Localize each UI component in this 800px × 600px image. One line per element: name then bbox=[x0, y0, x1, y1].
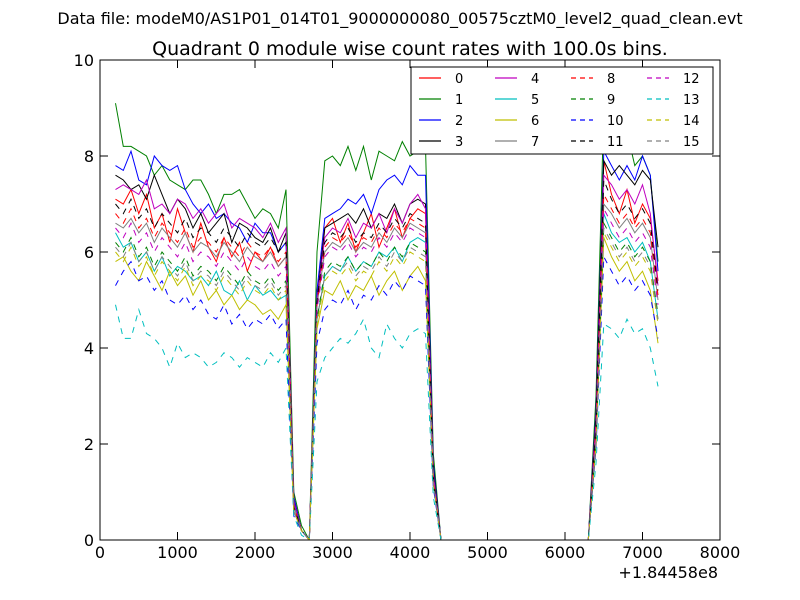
legend-item-15: 15 bbox=[647, 135, 700, 150]
y-tick-label: 10 bbox=[74, 51, 94, 70]
x-tick-label: 2000 bbox=[235, 543, 276, 562]
legend-label: 12 bbox=[683, 72, 700, 87]
legend-item-4: 4 bbox=[495, 72, 539, 87]
legend-label: 7 bbox=[531, 135, 539, 150]
series-line-14 bbox=[115, 230, 659, 540]
legend-box bbox=[410, 66, 714, 155]
legend-item-6: 6 bbox=[495, 114, 539, 129]
legend-label: 1 bbox=[455, 93, 463, 108]
y-tick-label: 0 bbox=[84, 531, 94, 550]
legend-label: 10 bbox=[607, 114, 624, 129]
legend-item-8: 8 bbox=[571, 72, 615, 87]
x-offset-label: +1.84458e8 bbox=[618, 563, 718, 582]
legend-label: 9 bbox=[607, 93, 615, 108]
series-layer bbox=[115, 103, 659, 540]
series-line-0 bbox=[115, 160, 659, 540]
x-tick-label: 6000 bbox=[545, 543, 586, 562]
legend-label: 11 bbox=[607, 135, 624, 150]
x-tick-label: 5000 bbox=[467, 543, 508, 562]
legend-item-2: 2 bbox=[419, 114, 463, 129]
chart-title: Quadrant 0 module wise count rates with … bbox=[152, 38, 668, 60]
y-tick-label: 6 bbox=[84, 243, 94, 262]
series-line-6 bbox=[115, 237, 659, 540]
x-tick-label: 4000 bbox=[390, 543, 431, 562]
series-line-1 bbox=[115, 103, 659, 540]
legend-item-11: 11 bbox=[571, 135, 624, 150]
legend-item-10: 10 bbox=[571, 114, 624, 129]
legend-item-1: 1 bbox=[419, 93, 463, 108]
data-file-header: Data file: modeM0/AS1P01_014T01_90000000… bbox=[57, 9, 742, 29]
x-tick-label: 1000 bbox=[157, 543, 198, 562]
series-line-5 bbox=[115, 213, 659, 540]
legend-item-14: 14 bbox=[647, 114, 700, 129]
x-tick-label: 0 bbox=[95, 543, 105, 562]
series-line-3 bbox=[115, 158, 659, 540]
legend-item-3: 3 bbox=[419, 135, 463, 150]
legend-item-12: 12 bbox=[647, 72, 700, 87]
legend-item-5: 5 bbox=[495, 93, 539, 108]
legend-label: 8 bbox=[607, 72, 615, 87]
legend-item-13: 13 bbox=[647, 93, 700, 108]
legend-label: 0 bbox=[455, 72, 463, 87]
legend-label: 4 bbox=[531, 72, 539, 87]
x-tick-label: 8000 bbox=[700, 543, 741, 562]
legend-item-7: 7 bbox=[495, 135, 539, 150]
series-line-4 bbox=[115, 173, 659, 540]
series-line-12 bbox=[115, 206, 659, 540]
legend-label: 2 bbox=[455, 114, 463, 129]
legend-label: 15 bbox=[683, 135, 700, 150]
series-line-8 bbox=[115, 192, 659, 540]
legend-label: 6 bbox=[531, 114, 539, 129]
y-tick-label: 4 bbox=[84, 339, 94, 358]
y-tick-label: 8 bbox=[84, 147, 94, 166]
x-tick-label: 7000 bbox=[622, 543, 663, 562]
legend-label: 3 bbox=[455, 135, 463, 150]
legend-label: 14 bbox=[683, 114, 700, 129]
legend-label: 13 bbox=[683, 93, 700, 108]
series-line-2 bbox=[115, 149, 659, 540]
legend-label: 5 bbox=[531, 93, 539, 108]
legend-item-0: 0 bbox=[419, 72, 463, 87]
series-line-13 bbox=[115, 304, 659, 540]
series-line-7 bbox=[115, 202, 659, 540]
series-line-15 bbox=[115, 226, 659, 540]
y-tick-label: 2 bbox=[84, 435, 94, 454]
legend-item-9: 9 bbox=[571, 93, 615, 108]
series-line-10 bbox=[115, 254, 659, 540]
x-tick-label: 3000 bbox=[312, 543, 353, 562]
